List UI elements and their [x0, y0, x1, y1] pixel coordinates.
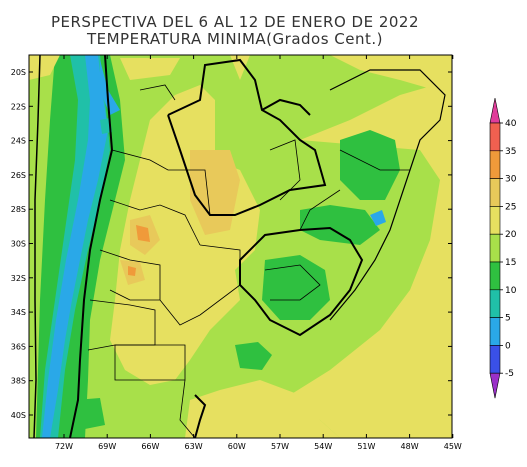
legend-band	[489, 150, 501, 179]
legend-band	[489, 178, 501, 207]
legend-label: 0	[505, 341, 511, 351]
color-legend: 40 35 30 25 20 15 10 5 0 -5	[489, 97, 517, 399]
legend-band	[489, 233, 501, 263]
lat-label: 30S	[11, 240, 26, 249]
legend-label: -5	[505, 369, 514, 379]
lat-label: 40S	[11, 411, 26, 420]
legend-label: 30	[505, 175, 517, 185]
map-title-line2: TEMPERATURA MINIMA(Grados Cent.)	[86, 30, 384, 48]
lat-label: 26S	[11, 171, 26, 180]
legend-label: 35	[505, 147, 516, 157]
legend-band	[489, 206, 501, 235]
lon-label: 72W	[55, 442, 73, 451]
lon-label: 51W	[357, 442, 375, 451]
lon-label: 63W	[185, 442, 203, 451]
latitude-axis: 20S 22S 24S 26S 28S 30S 32S 34S 36S 38S 40S	[11, 68, 452, 420]
lat-label: 20S	[11, 68, 26, 77]
boundaries	[33, 55, 446, 438]
lon-label: 54W	[314, 442, 332, 451]
lon-label: 66W	[141, 442, 159, 451]
legend-band	[489, 345, 501, 374]
lat-label: 36S	[11, 342, 26, 351]
legend-band	[489, 122, 501, 152]
lat-label: 28S	[11, 205, 26, 214]
legend-label: 10	[505, 286, 517, 296]
legend-band	[489, 289, 501, 318]
legend-label: 25	[505, 202, 516, 212]
legend-arrow-top	[489, 97, 501, 124]
legend-label: 5	[505, 314, 511, 324]
lon-label: 60W	[228, 442, 246, 451]
lon-label: 48W	[401, 442, 419, 451]
temperature-field	[29, 55, 452, 438]
legend-band	[489, 261, 501, 291]
longitude-axis: 72W 69W 66W 63W 60W 57W 54W 51W 48W 45W	[55, 55, 462, 451]
legend-label: 15	[505, 258, 516, 268]
map-frame	[28, 54, 453, 439]
map-title-line1: PERSPECTIVA DEL 6 AL 12 DE ENERO DE 2022	[50, 13, 420, 31]
lon-label: 57W	[271, 442, 289, 451]
legend-label: 20	[505, 230, 517, 240]
lat-label: 32S	[11, 274, 26, 283]
lat-label: 22S	[11, 102, 26, 111]
lon-label: 45W	[444, 442, 462, 451]
lat-label: 24S	[11, 137, 26, 146]
lat-label: 34S	[11, 308, 26, 317]
legend-label: 40	[505, 119, 517, 129]
legend-arrow-bottom	[489, 372, 501, 399]
legend-band	[489, 317, 501, 346]
lon-label: 69W	[98, 442, 116, 451]
lat-label: 38S	[11, 377, 26, 386]
